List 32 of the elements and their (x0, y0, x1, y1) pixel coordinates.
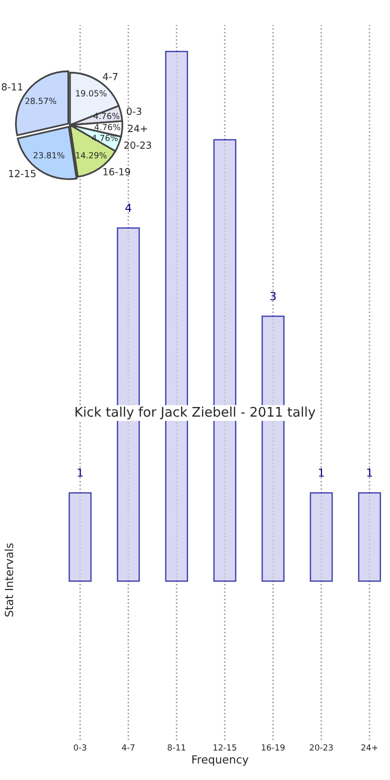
data-label: 4.76% (94, 112, 120, 120)
data-label: 4 (125, 204, 132, 212)
data-label: 4.76% (92, 134, 118, 142)
x-tick-label: 0-3 (74, 744, 86, 751)
slice-label: 20-23 (124, 142, 152, 149)
data-label: 14.29% (76, 152, 107, 158)
slice-label: 24+ (128, 124, 147, 132)
slice-label: 0-3 (126, 108, 142, 116)
data-label: 4.76% (94, 124, 120, 130)
slice-label: 12-15 (9, 170, 36, 178)
x-tick-label: 12-15 (214, 744, 236, 751)
bar (310, 492, 333, 582)
x-axis-title: Frequency (192, 755, 248, 766)
x-tick-label: 20-23 (310, 744, 333, 751)
bar (358, 492, 382, 582)
data-label: 19.05% (76, 90, 107, 96)
data-label: 23.81% (34, 152, 64, 158)
data-label: 1 (367, 468, 372, 477)
x-tick-label: 4-7 (122, 744, 134, 750)
data-label: 1 (318, 468, 324, 477)
x-tick-label: 24+ (361, 744, 378, 750)
text: Kick tally for Jack Ziebell - 2011 tally (76, 406, 316, 420)
data-label: 3 (270, 292, 276, 300)
slice-label: 8-11 (2, 83, 22, 91)
data-label: 28.57% (25, 98, 56, 104)
y-axis-title: Stat Intervals (4, 543, 14, 616)
slice-label: 16-19 (104, 168, 130, 176)
x-tick-label: 8-11 (168, 744, 186, 751)
bar (68, 492, 92, 582)
data-label: 1 (78, 468, 83, 477)
slice-label: 4-7 (102, 73, 118, 80)
x-tick-label: 16-19 (262, 744, 285, 751)
